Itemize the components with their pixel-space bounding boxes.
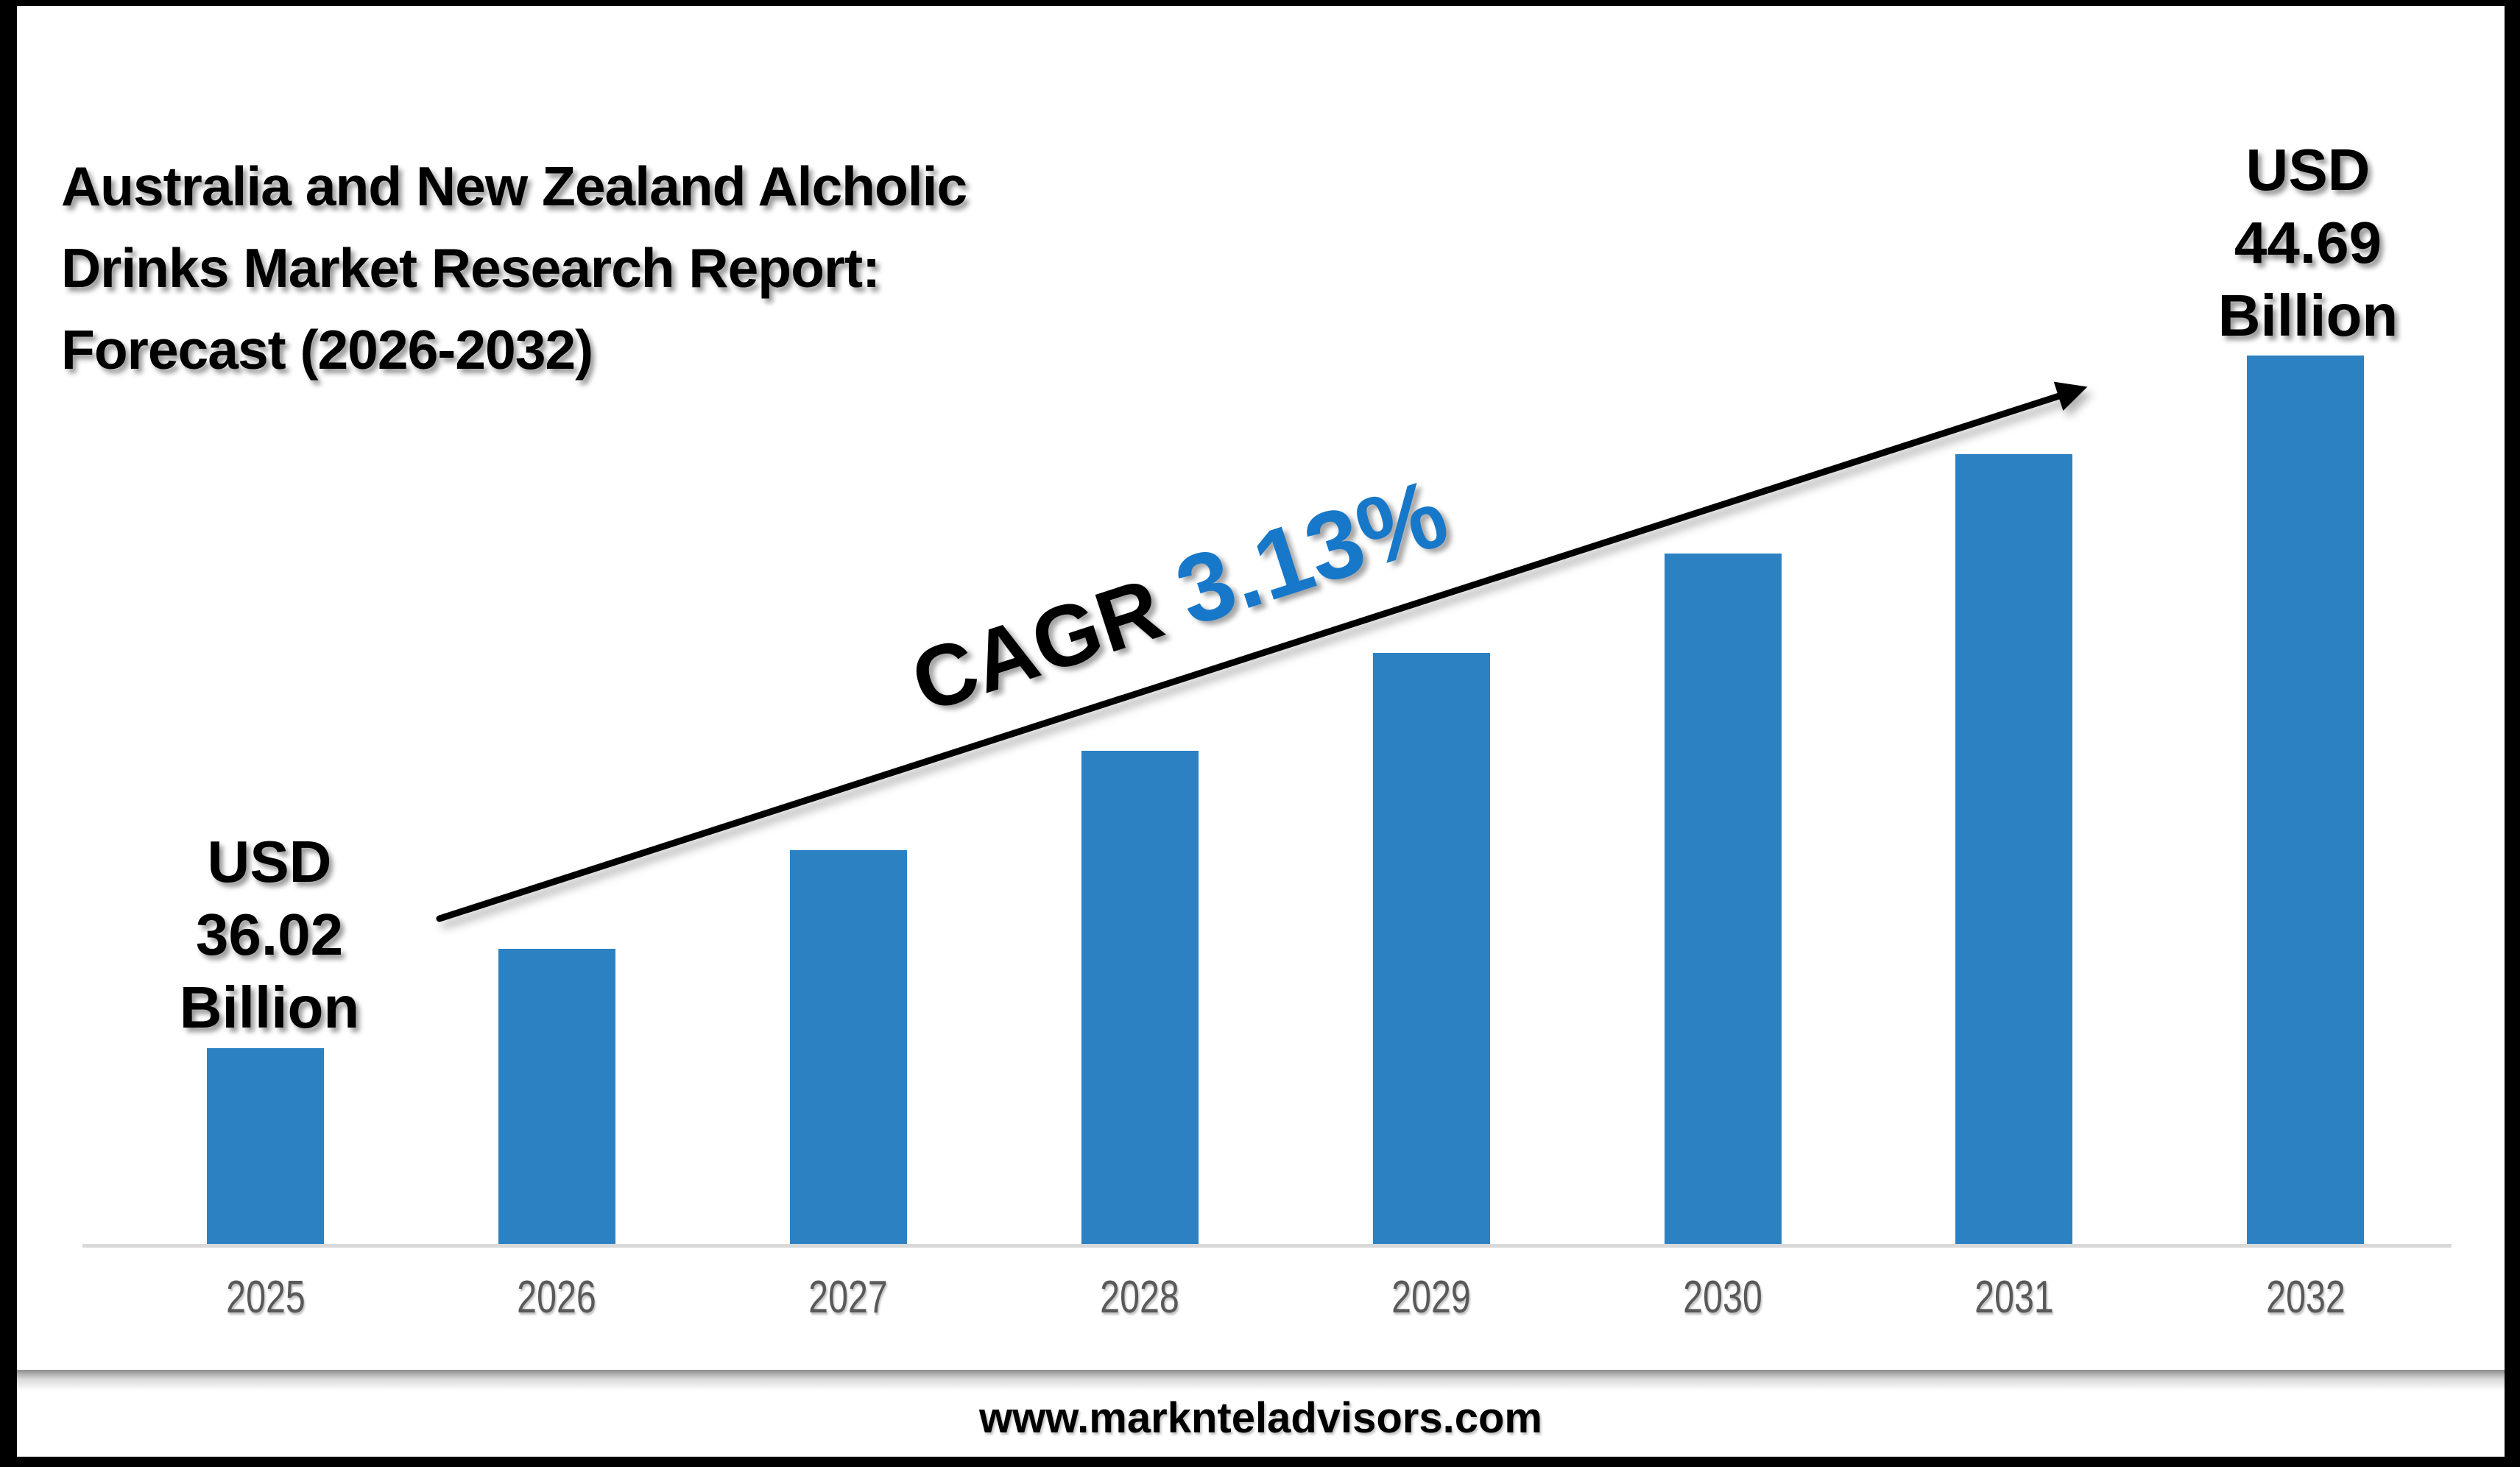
cagr-prefix: CAGR	[900, 552, 1197, 732]
axis-label-2027: 2027	[808, 1272, 889, 1323]
axis-label-2026: 2026	[517, 1272, 597, 1323]
value-label-2032-amount: 44.69	[2234, 210, 2382, 275]
footer-shadow	[17, 1370, 2505, 1390]
axis-label-2030: 2030	[1683, 1272, 1762, 1323]
value-label-2025-amount: 36.02	[195, 902, 344, 967]
axis-label-2025: 2025	[225, 1272, 306, 1323]
value-label-2032: USD 44.69 Billion	[2161, 133, 2455, 352]
chart-title-line-1: Australia and New Zealand Alcholic	[61, 155, 967, 217]
value-label-2025-unit: Billion	[179, 975, 360, 1040]
chart-title-line-2: Drinks Market Research Report:	[61, 237, 880, 299]
value-label-2025-currency: USD	[207, 829, 332, 894]
chart-title: Australia and New Zealand Alcholic Drink…	[61, 146, 967, 391]
bar-2028	[1081, 751, 1199, 1245]
website-url: www.marknteladvisors.com	[978, 1394, 1543, 1442]
chart-title-line-3: Forecast (2026-2032)	[61, 319, 593, 381]
axis-label-2028: 2028	[1100, 1272, 1179, 1323]
bar-2029	[1372, 653, 1490, 1245]
value-label-2032-unit: Billion	[2217, 283, 2399, 348]
frame-border-top	[0, 0, 2520, 6]
bar-2030	[1664, 554, 1782, 1245]
trend-arrow-line	[436, 381, 2088, 922]
bar-2025	[207, 1048, 324, 1245]
footer-bar: www.marknteladvisors.com	[17, 1393, 2505, 1443]
bar-2032	[2247, 356, 2365, 1245]
bar-2031	[1955, 454, 2073, 1245]
frame-border-bottom	[0, 1457, 2520, 1467]
value-label-2032-currency: USD	[2245, 137, 2371, 202]
x-axis-line	[82, 1244, 2452, 1248]
bar-2027	[789, 850, 907, 1245]
frame-border-left	[0, 0, 17, 1467]
cagr-value: 3.13%	[1163, 458, 1460, 647]
frame-border-right	[2505, 0, 2520, 1467]
axis-label-2031: 2031	[1974, 1272, 2054, 1323]
axis-label-2032: 2032	[2266, 1272, 2346, 1323]
value-label-2025: USD 36.02 Billion	[122, 825, 417, 1044]
axis-label-2029: 2029	[1391, 1272, 1471, 1323]
bar-2026	[498, 949, 615, 1245]
